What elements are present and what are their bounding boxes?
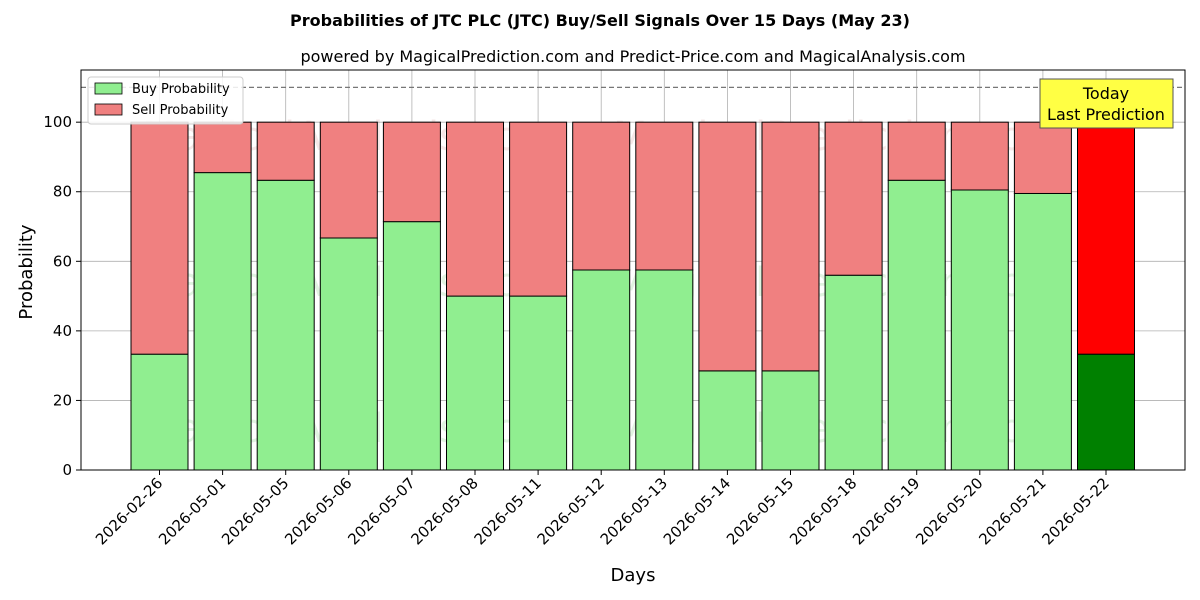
- bar-sell-2026-05-15: [761, 121, 820, 372]
- y-axis-label: Probability: [16, 224, 37, 319]
- bar-buy-2026-05-22: [1077, 353, 1135, 471]
- annotation-box: [1039, 78, 1174, 129]
- bar-sell-2026-05-19: [887, 121, 946, 181]
- x-tick-label: 2026-05-01: [155, 474, 229, 548]
- x-tick-label: 2026-02-26: [92, 474, 166, 548]
- x-tick-label: 2026-05-13: [597, 474, 671, 548]
- bar-buy-2026-02-26: [130, 353, 189, 471]
- x-tick-label: 2026-05-22: [1038, 474, 1112, 548]
- bar-buy-2026-05-01: [193, 172, 252, 471]
- y-tick-label: 100: [43, 113, 72, 131]
- y-tick-label: 20: [53, 391, 72, 409]
- plot-frame: [80, 69, 1186, 471]
- bar-sell-2026-05-05: [256, 121, 315, 181]
- chart-title: Probabilities of JTC PLC (JTC) Buy/Sell …: [290, 11, 910, 30]
- legend: Buy Probability Sell Probability: [87, 76, 244, 125]
- x-tick-label: 2026-05-11: [471, 474, 545, 548]
- bar-buy-2026-05-20: [950, 189, 1009, 471]
- bar-sell-2026-05-01: [193, 121, 252, 174]
- x-tick-label: 2026-05-21: [975, 474, 1049, 548]
- bar-sell-2026-05-22: [1077, 121, 1135, 355]
- bar-sell-2026-05-06: [319, 121, 378, 239]
- bar-buy-2026-05-08: [446, 295, 504, 471]
- bars: [130, 121, 1135, 471]
- bar-buy-2026-05-19: [887, 179, 946, 471]
- x-tick-label: 2026-05-05: [218, 474, 292, 548]
- bar-sell-2026-05-20: [950, 121, 1009, 191]
- bar-buy-2026-05-13: [635, 269, 694, 471]
- annotation-line: Today: [1082, 84, 1129, 103]
- bar-sell-2026-05-11: [509, 121, 568, 297]
- x-tick-label: 2026-05-19: [849, 474, 923, 548]
- x-axis-ticks: 2026-02-262026-05-012026-05-052026-05-06…: [92, 470, 1113, 548]
- x-tick-label: 2026-05-20: [912, 474, 986, 548]
- bar-sell-2026-02-26: [130, 121, 189, 355]
- y-tick-label: 0: [62, 461, 72, 479]
- legend-label-buy: Buy Probability: [132, 82, 230, 97]
- bar-sell-2026-05-13: [635, 121, 694, 271]
- y-axis-ticks: 0 20 40 60 80 100: [43, 113, 81, 479]
- chart-subtitle: powered by MagicalPrediction.com and Pre…: [300, 47, 965, 66]
- y-tick-label: 60: [53, 252, 72, 270]
- legend-label-sell: Sell Probability: [132, 103, 229, 118]
- x-tick-label: 2026-05-18: [786, 474, 860, 548]
- bar-buy-2026-05-07: [382, 221, 441, 471]
- x-tick-label: 2026-05-07: [344, 474, 418, 548]
- bar-buy-2026-05-14: [698, 370, 757, 471]
- legend-swatch-sell: [94, 103, 123, 116]
- x-tick-label: 2026-05-14: [660, 474, 734, 548]
- bar-buy-2026-05-05: [256, 179, 315, 471]
- bar-buy-2026-05-11: [509, 295, 568, 471]
- x-tick-label: 2026-05-15: [723, 474, 797, 548]
- x-tick-label: 2026-05-08: [407, 474, 481, 548]
- legend-box: [87, 76, 244, 125]
- bar-buy-2026-05-18: [824, 274, 883, 471]
- x-tick-label: 2026-05-06: [281, 474, 355, 548]
- legend-swatch-buy: [94, 82, 123, 95]
- x-tick-label: 2026-05-12: [534, 474, 608, 548]
- bar-buy-2026-05-12: [572, 269, 631, 471]
- bar-sell-2026-05-14: [698, 121, 757, 372]
- bar-sell-2026-05-21: [1013, 121, 1072, 194]
- bar-buy-2026-05-15: [761, 370, 820, 471]
- y-tick-label: 40: [53, 322, 72, 340]
- y-tick-label: 80: [53, 183, 72, 201]
- today-annotation: Today Last Prediction: [1039, 78, 1174, 129]
- bar-buy-2026-05-06: [319, 237, 378, 471]
- bar-sell-2026-05-12: [572, 121, 631, 271]
- x-axis-label: Days: [611, 565, 656, 586]
- annotation-line: Last Prediction: [1047, 105, 1165, 124]
- bar-sell-2026-05-08: [446, 121, 504, 297]
- bar-sell-2026-05-18: [824, 121, 883, 276]
- bar-buy-2026-05-21: [1013, 192, 1072, 471]
- bar-sell-2026-05-07: [382, 121, 441, 223]
